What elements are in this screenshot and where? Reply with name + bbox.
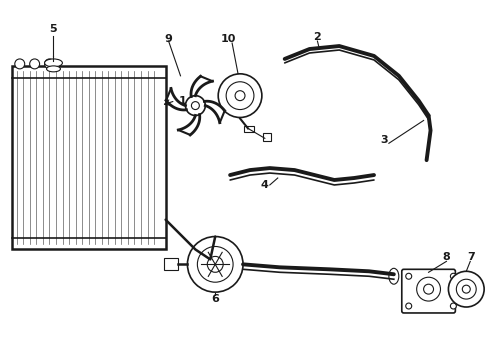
Text: 5: 5 xyxy=(49,24,57,34)
Circle shape xyxy=(185,96,205,116)
Text: 6: 6 xyxy=(211,294,219,304)
Text: 2: 2 xyxy=(314,32,321,42)
Ellipse shape xyxy=(47,66,60,72)
FancyBboxPatch shape xyxy=(402,269,455,313)
Text: 1: 1 xyxy=(178,96,186,105)
Circle shape xyxy=(450,273,456,279)
Circle shape xyxy=(456,279,476,299)
Circle shape xyxy=(226,82,254,109)
Circle shape xyxy=(462,285,470,293)
Circle shape xyxy=(218,74,262,117)
Circle shape xyxy=(448,271,484,307)
Text: 10: 10 xyxy=(220,34,236,44)
Text: 4: 4 xyxy=(261,180,269,190)
Circle shape xyxy=(207,256,223,272)
Circle shape xyxy=(30,59,40,69)
Bar xyxy=(12,66,166,249)
Bar xyxy=(244,126,254,132)
Text: 7: 7 xyxy=(467,252,475,262)
Circle shape xyxy=(406,303,412,309)
Ellipse shape xyxy=(389,268,399,284)
Circle shape xyxy=(188,237,243,292)
Ellipse shape xyxy=(45,59,62,67)
Circle shape xyxy=(192,102,199,109)
Circle shape xyxy=(416,277,441,301)
Circle shape xyxy=(15,59,24,69)
Bar xyxy=(164,258,177,270)
Circle shape xyxy=(235,91,245,100)
Bar xyxy=(263,133,271,141)
Text: 8: 8 xyxy=(442,252,450,262)
Circle shape xyxy=(197,247,233,282)
Circle shape xyxy=(450,303,456,309)
Text: 9: 9 xyxy=(165,34,172,44)
Circle shape xyxy=(45,59,54,69)
Circle shape xyxy=(406,273,412,279)
Text: 3: 3 xyxy=(380,135,388,145)
Circle shape xyxy=(424,284,434,294)
